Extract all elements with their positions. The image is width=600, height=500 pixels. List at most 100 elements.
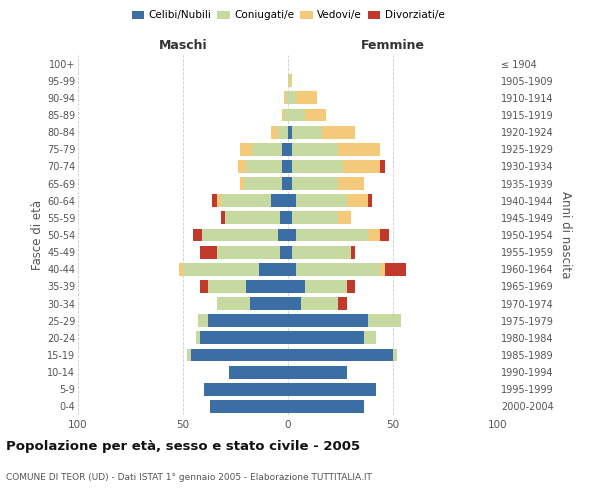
Bar [202, 228, 277, 241]
Bar [286, 92, 288, 104]
Bar [221, 212, 225, 224]
Bar [338, 143, 380, 156]
Bar [292, 160, 343, 173]
Bar [191, 348, 288, 362]
Bar [288, 74, 290, 87]
Bar [271, 194, 288, 207]
Bar [238, 160, 246, 173]
Bar [183, 263, 259, 276]
Bar [301, 297, 338, 310]
Bar [296, 194, 347, 207]
Bar [305, 108, 326, 122]
Bar [204, 383, 288, 396]
Bar [338, 177, 364, 190]
Bar [280, 212, 288, 224]
Bar [380, 228, 389, 241]
Bar [288, 92, 296, 104]
Bar [380, 160, 385, 173]
Bar [351, 246, 355, 258]
Bar [288, 366, 347, 378]
Bar [288, 160, 292, 173]
Bar [208, 314, 288, 327]
Bar [288, 212, 292, 224]
Y-axis label: Fasce di età: Fasce di età [31, 200, 44, 270]
Bar [288, 400, 364, 413]
Bar [288, 246, 292, 258]
Bar [347, 280, 355, 293]
Bar [292, 246, 351, 258]
Bar [208, 280, 246, 293]
Text: COMUNE DI TEOR (UD) - Dati ISTAT 1° gennaio 2005 - Elaborazione TUTTITALIA.IT: COMUNE DI TEOR (UD) - Dati ISTAT 1° genn… [6, 473, 372, 482]
Bar [288, 263, 296, 276]
Bar [187, 348, 191, 362]
Bar [393, 348, 397, 362]
Bar [296, 92, 317, 104]
Text: Femmine: Femmine [361, 38, 425, 52]
Bar [244, 177, 282, 190]
Bar [282, 143, 288, 156]
Bar [288, 383, 376, 396]
Bar [292, 126, 322, 138]
Bar [296, 263, 380, 276]
Bar [380, 263, 385, 276]
Bar [364, 332, 376, 344]
Bar [221, 194, 271, 207]
Bar [280, 246, 288, 258]
Bar [368, 194, 372, 207]
Bar [225, 212, 280, 224]
Bar [368, 228, 380, 241]
Bar [292, 212, 338, 224]
Bar [288, 280, 305, 293]
Bar [200, 246, 217, 258]
Bar [277, 126, 288, 138]
Bar [246, 280, 288, 293]
Bar [229, 366, 288, 378]
Bar [288, 332, 364, 344]
Bar [246, 160, 282, 173]
Bar [288, 126, 292, 138]
Bar [193, 228, 202, 241]
Bar [343, 160, 380, 173]
Bar [217, 246, 280, 258]
Bar [198, 314, 208, 327]
Bar [322, 126, 355, 138]
Text: Maschi: Maschi [158, 38, 208, 52]
Bar [277, 228, 288, 241]
Bar [368, 314, 401, 327]
Bar [347, 194, 368, 207]
Bar [196, 332, 200, 344]
Y-axis label: Anni di nascita: Anni di nascita [559, 192, 572, 278]
Bar [210, 400, 288, 413]
Bar [282, 177, 288, 190]
Bar [288, 228, 296, 241]
Bar [240, 143, 252, 156]
Text: Popolazione per età, sesso e stato civile - 2005: Popolazione per età, sesso e stato civil… [6, 440, 360, 453]
Bar [288, 297, 301, 310]
Bar [250, 297, 288, 310]
Bar [217, 194, 221, 207]
Bar [288, 177, 292, 190]
Bar [288, 314, 368, 327]
Bar [282, 108, 284, 122]
Bar [284, 92, 286, 104]
Bar [179, 263, 183, 276]
Bar [338, 297, 347, 310]
Bar [296, 228, 368, 241]
Bar [288, 143, 292, 156]
Bar [259, 263, 288, 276]
Bar [305, 280, 347, 293]
Bar [212, 194, 217, 207]
Bar [288, 194, 296, 207]
Bar [290, 74, 292, 87]
Bar [288, 348, 393, 362]
Bar [252, 143, 282, 156]
Bar [292, 143, 338, 156]
Bar [385, 263, 406, 276]
Bar [217, 297, 250, 310]
Bar [200, 332, 288, 344]
Bar [292, 177, 338, 190]
Bar [271, 126, 277, 138]
Bar [284, 108, 288, 122]
Legend: Celibi/Nubili, Coniugati/e, Vedovi/e, Divorziati/e: Celibi/Nubili, Coniugati/e, Vedovi/e, Di… [127, 6, 449, 25]
Bar [282, 160, 288, 173]
